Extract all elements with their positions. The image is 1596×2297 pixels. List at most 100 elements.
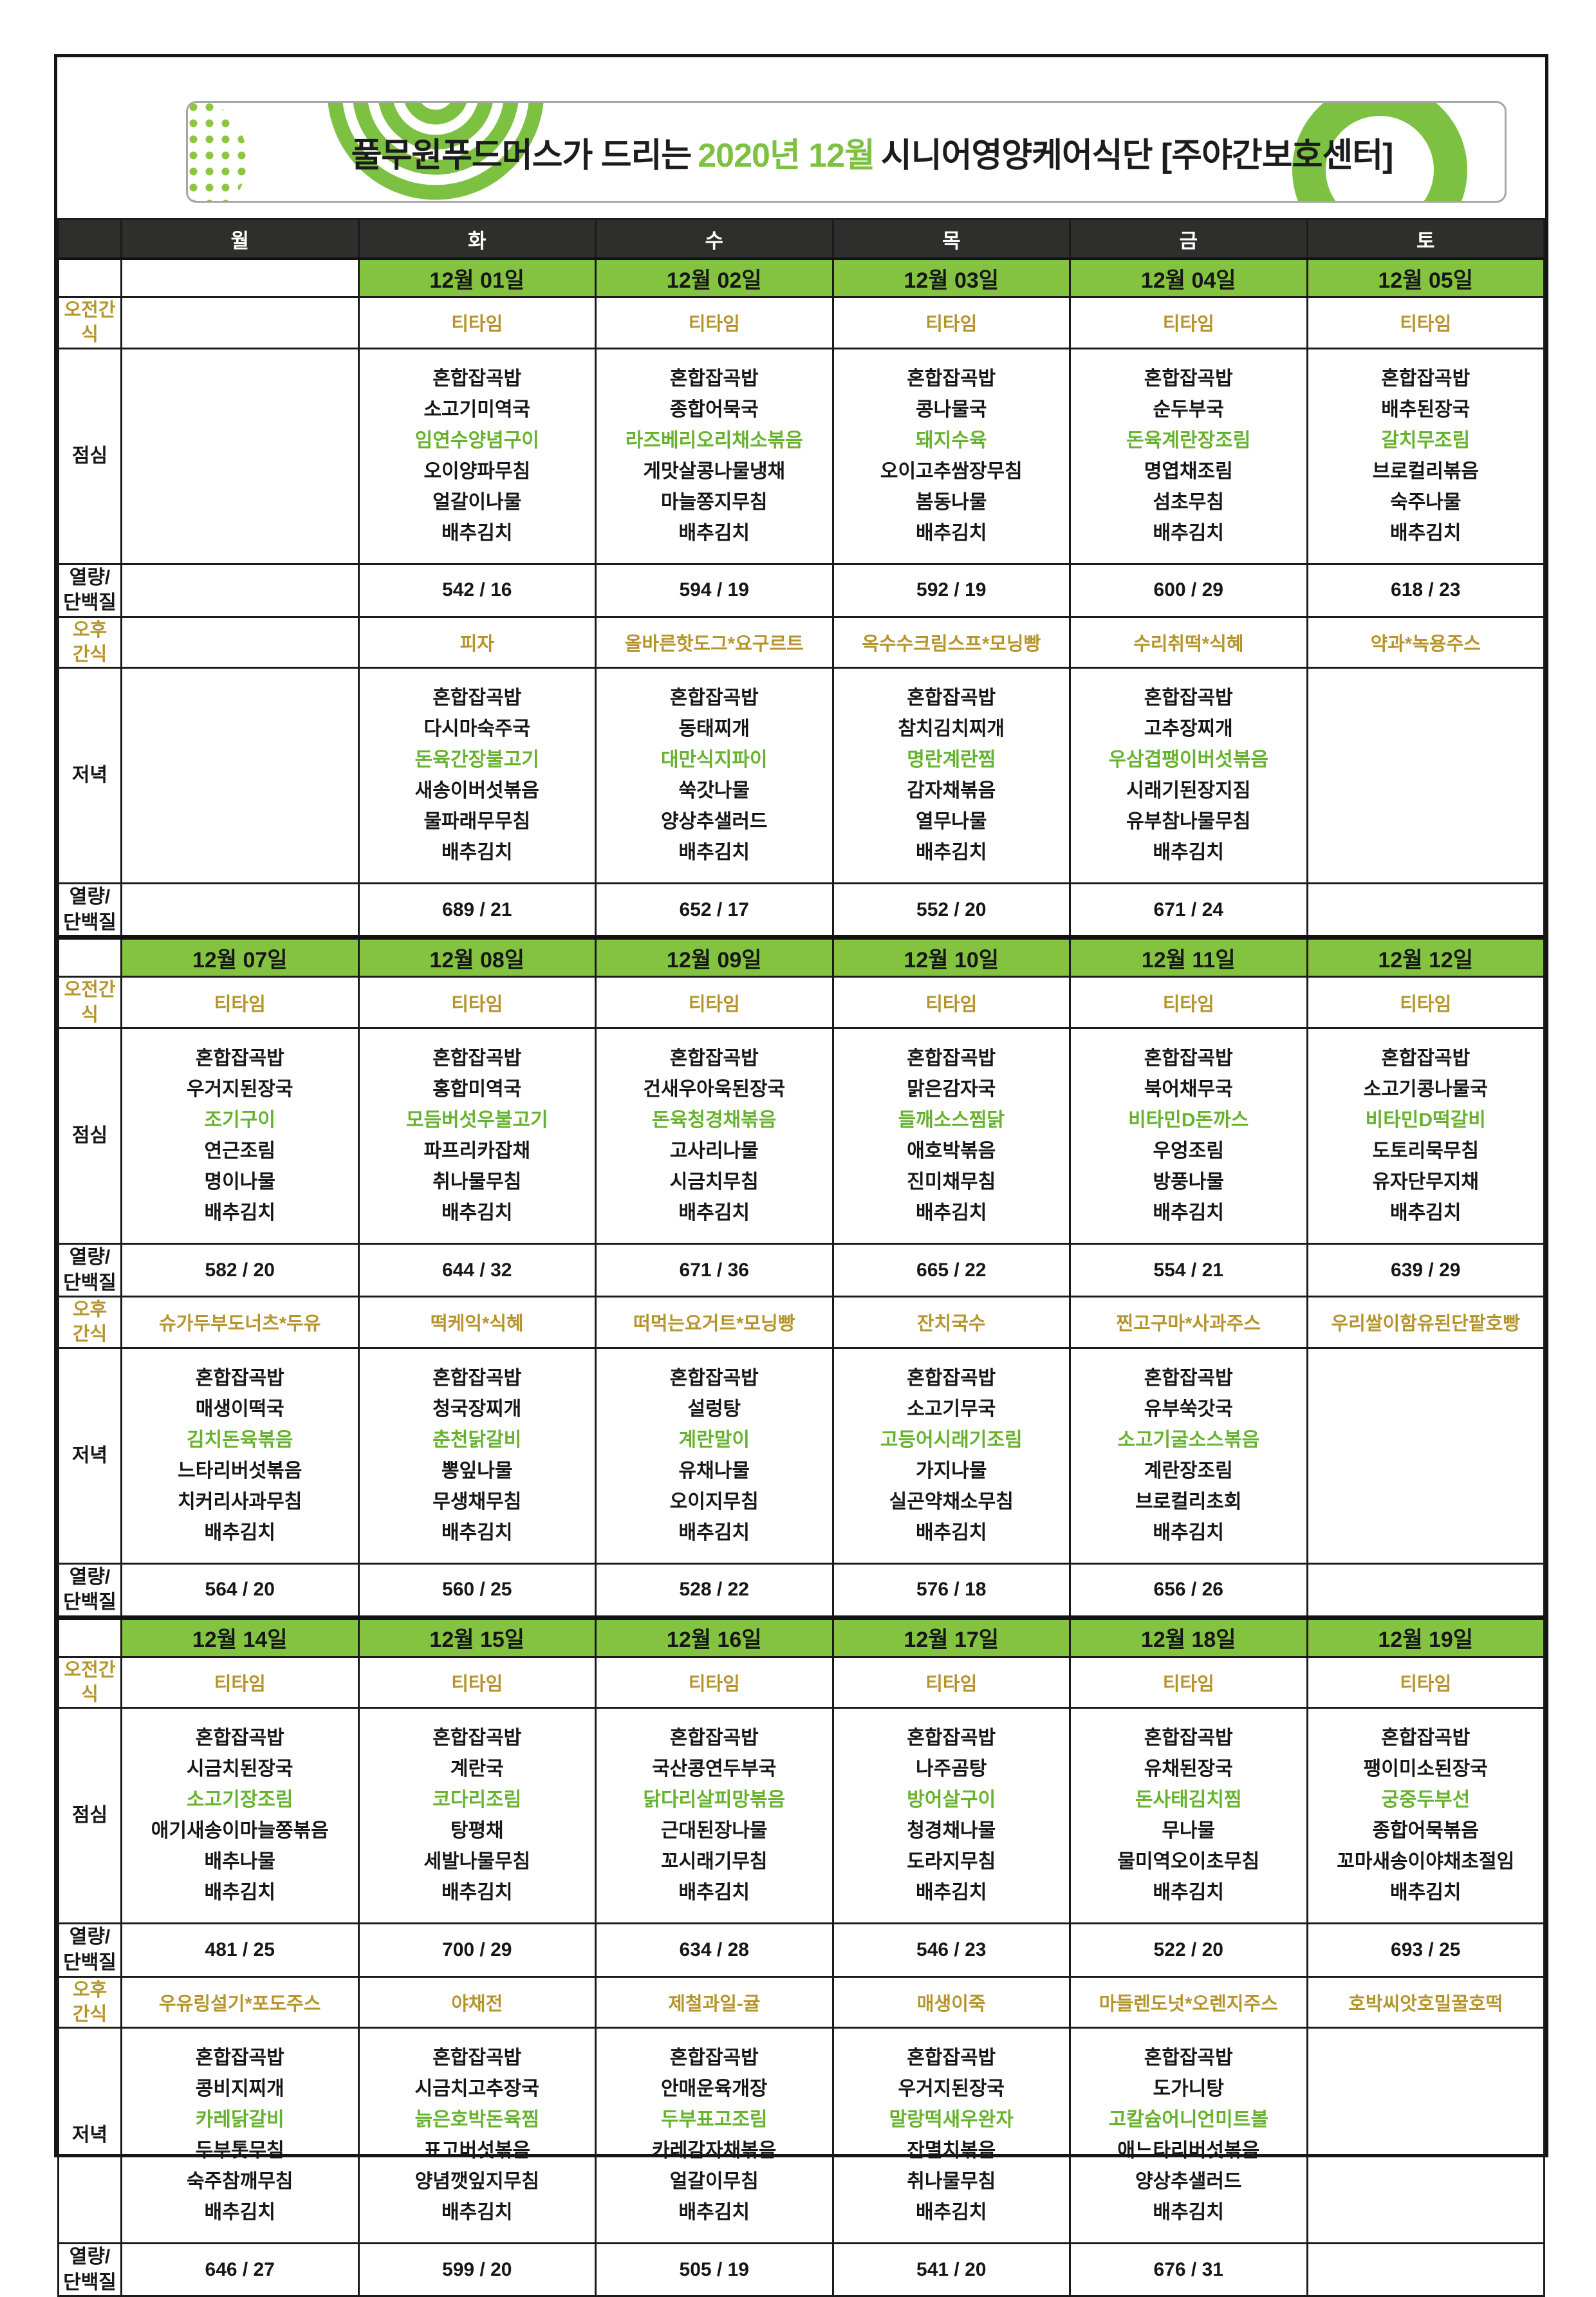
dinner-menu-cell: 혼합잡곡밥 시금치고추장국 늙은호박돈육찜 표고버섯볶음 양념깻잎지무침 배추김치	[357, 2027, 597, 2245]
lunch-menu-cell: 혼합잡곡밥 건새우아욱된장국 돈육청경채볶음 고사리나물 시금치무침 배추김치	[595, 1027, 834, 1245]
menu-item: 느타리버섯볶음	[178, 1460, 302, 1482]
menu-item: 참치김치찌개	[898, 718, 1005, 740]
menu-item: 취나물무침	[432, 1171, 522, 1193]
dinner-calorie-cell: 646 / 27	[120, 2242, 360, 2297]
menu-item: 혼합잡곡밥	[1381, 1047, 1471, 1069]
menu-item: 혼합잡곡밥	[1144, 367, 1233, 389]
menu-item-highlight: 카레닭갈비	[195, 2109, 284, 2131]
menu-item: 혼합잡곡밥	[1144, 1047, 1233, 1069]
afternoon-snack-cell: 피자	[357, 615, 597, 669]
date-row-label	[57, 257, 122, 298]
menu-item: 배추김치	[1153, 842, 1224, 864]
menu-item: 양상추샐러드	[660, 811, 768, 833]
menu-item: 뽕잎나물	[441, 1460, 513, 1482]
dinner-menu-cell: 혼합잡곡밥 도가니탕 고칼슘어니언미트볼 애느타리버섯볶음 양상추샐러드 배추김치	[1069, 2027, 1308, 2245]
menu-item-highlight: 대만식지파이	[660, 749, 768, 771]
morning-snack-cell: 티타임	[595, 296, 834, 349]
lunch-calorie-cell: 542 / 16	[357, 563, 597, 618]
menu-item-highlight: 임연수양념구이	[414, 429, 539, 451]
menu-item: 혼합잡곡밥	[195, 1367, 284, 1389]
dinner-calorie-cell: 505 / 19	[595, 2242, 834, 2297]
menu-item: 애호박볶음	[907, 1140, 996, 1162]
dinner-calorie-cell	[1306, 882, 1545, 939]
row-label-afternoon-snack: 오후 간식	[57, 1296, 122, 1349]
menu-item: 도토리묵무침	[1372, 1140, 1480, 1162]
dinner-menu-cell: 혼합잡곡밥 고추장찌개 우삼겹팽이버섯볶음 시래기된장지짐 유부참나물무침 배추김치	[1069, 667, 1308, 885]
menu-item-highlight: 김치돈육볶음	[186, 1429, 293, 1451]
menu-item: 배추김치	[441, 842, 513, 864]
lunch-calorie-cell: 639 / 29	[1306, 1242, 1545, 1298]
lunch-menu-cell: 혼합잡곡밥 북어채무국 비타민D돈까스 우엉조림 방풍나물 배추김치	[1069, 1027, 1308, 1245]
menu-item: 브로컬리볶음	[1372, 460, 1480, 482]
menu-item: 소고기미역국	[423, 398, 531, 420]
menu-item: 배추김치	[1390, 1202, 1461, 1223]
menu-item: 연근조림	[204, 1140, 275, 1162]
menu-item: 혼합잡곡밥	[907, 1727, 996, 1749]
menu-item: 매생이떡국	[195, 1398, 284, 1420]
menu-item: 혼합잡곡밥	[669, 1727, 759, 1749]
morning-snack-cell: 티타임	[1069, 976, 1308, 1029]
date-row-label	[57, 935, 122, 978]
morning-snack-cell: 티타임	[1069, 296, 1308, 349]
menu-item: 배추김치	[1390, 522, 1461, 544]
dinner-calorie-cell: 689 / 21	[357, 882, 597, 939]
lunch-calorie-cell: 618 / 23	[1306, 563, 1545, 618]
menu-item: 설렁탕	[687, 1398, 741, 1420]
date-cell: 12월 01일	[357, 257, 597, 298]
menu-item: 잔멸치볶음	[907, 2140, 996, 2162]
lunch-menu-cell: 혼합잡곡밥 우거지된장국 조기구이 연근조림 명이나물 배추김치	[120, 1027, 360, 1245]
date-cell: 12월 11일	[1069, 935, 1308, 978]
dinner-menu-cell: 혼합잡곡밥 우거지된장국 말랑떡새우완자 잔멸치볶음 취나물무침 배추김치	[831, 2027, 1071, 2245]
menu-item-highlight: 궁중두부선	[1381, 1789, 1471, 1811]
menu-item: 혼합잡곡밥	[1144, 1367, 1233, 1389]
date-cell: 12월 09일	[595, 935, 834, 978]
lunch-calorie-cell: 693 / 25	[1306, 1922, 1545, 1978]
lunch-calorie-cell: 481 / 25	[120, 1922, 360, 1978]
dotted-halfcircle-decoration	[188, 103, 247, 201]
menu-item-highlight: 들깨소스찜닭	[898, 1109, 1005, 1131]
lunch-menu-cell: 혼합잡곡밥 배추된장국 갈치무조림 브로컬리볶음 숙주나물 배추김치	[1306, 347, 1545, 565]
green-donut-decoration	[1292, 103, 1467, 201]
row-label-afternoon-snack: 오후 간식	[57, 615, 122, 669]
menu-item: 혼합잡곡밥	[1381, 367, 1471, 389]
menu-item: 세발나물무침	[423, 1851, 531, 1873]
menu-item: 유자단무지채	[1372, 1171, 1480, 1193]
morning-snack-cell: 티타임	[831, 976, 1071, 1029]
lunch-calorie-cell: 671 / 36	[595, 1242, 834, 1298]
dinner-menu-cell: 혼합잡곡밥 참치김치찌개 명란계란찜 감자채볶음 열무나물 배추김치	[831, 667, 1071, 885]
menu-item: 배추김치	[441, 2202, 513, 2224]
menu-item-highlight: 돈육간장불고기	[414, 749, 539, 771]
row-label-calories: 열량/ 단백질	[57, 1562, 122, 1619]
morning-snack-cell: 티타임	[595, 1655, 834, 1709]
menu-item: 배추김치	[916, 1882, 987, 1904]
row-label-calories: 열량/ 단백질	[57, 2242, 122, 2297]
menu-item: 유부쑥갓국	[1144, 1398, 1233, 1420]
date-cell: 12월 18일	[1069, 1615, 1308, 1658]
menu-item-highlight: 고칼슘어니언미트볼	[1108, 2109, 1268, 2131]
morning-snack-cell: 티타임	[120, 1655, 360, 1709]
lunch-menu-cell: 혼합잡곡밥 소고기미역국 임연수양념구이 오이양파무침 얼갈이나물 배추김치	[357, 347, 597, 565]
menu-item: 두부톳무침	[195, 2140, 284, 2162]
menu-item: 취나물무침	[907, 2171, 996, 2193]
menu-item-highlight: 말랑떡새우완자	[889, 2109, 1014, 2131]
menu-item: 홍합미역국	[432, 1078, 522, 1100]
morning-snack-cell: 티타임	[1306, 1655, 1545, 1709]
row-label-calories: 열량/ 단백질	[57, 1922, 122, 1978]
menu-item: 방풍나물	[1153, 1171, 1224, 1193]
menu-item: 근대된장나물	[660, 1820, 768, 1842]
menu-item: 혼합잡곡밥	[669, 1047, 759, 1069]
menu-item: 맑은감자국	[907, 1078, 996, 1100]
menu-item: 혼합잡곡밥	[195, 1047, 284, 1069]
menu-item: 오이지무침	[669, 1491, 759, 1512]
afternoon-snack-cell: 매생이죽	[831, 1975, 1071, 2029]
row-label-lunch: 점심	[57, 1027, 122, 1245]
lunch-calorie-cell: 554 / 21	[1069, 1242, 1308, 1298]
dinner-menu-cell: 혼합잡곡밥 안매운육개장 두부표고조림 카레감자채볶음 얼갈이무침 배추김치	[595, 2027, 834, 2245]
menu-item: 얼갈이나물	[432, 491, 522, 513]
menu-item: 배추된장국	[1381, 398, 1471, 420]
menu-item: 배추김치	[678, 1882, 750, 1904]
afternoon-snack-cell: 약과*녹용주스	[1306, 615, 1545, 669]
date-cell: 12월 02일	[595, 257, 834, 298]
dinner-menu-cell	[1306, 1346, 1545, 1565]
morning-snack-cell: 티타임	[120, 976, 360, 1029]
